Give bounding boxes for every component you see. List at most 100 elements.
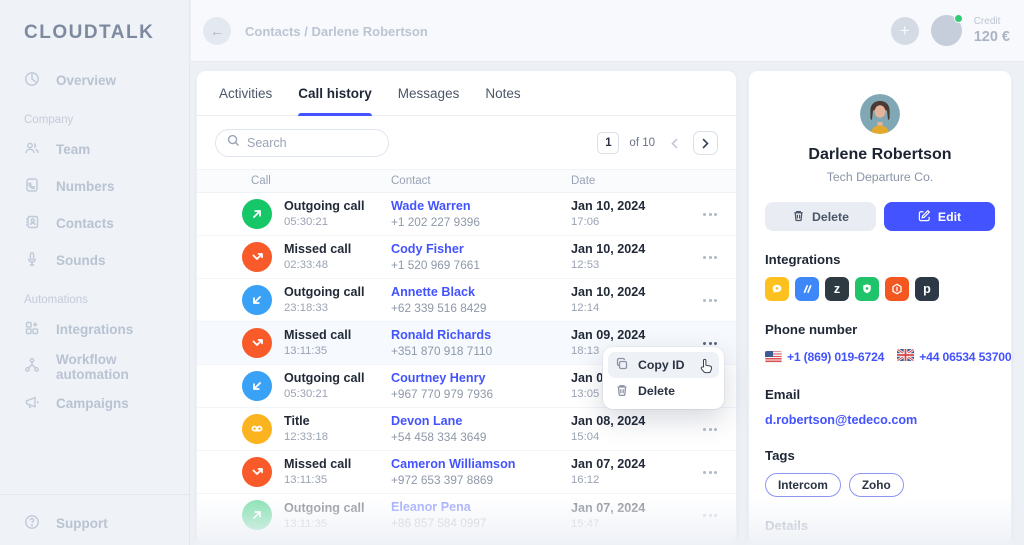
button-label: Edit: [937, 209, 962, 224]
phone-link-us[interactable]: +1 (869) 019-6724: [765, 350, 884, 364]
sidebar-item-campaigns[interactable]: Campaigns: [24, 385, 189, 422]
row-menu-button[interactable]: [703, 467, 717, 478]
copy-icon: [615, 357, 629, 374]
sidebar-item-numbers[interactable]: Numbers: [24, 168, 189, 205]
workflow-icon: [24, 357, 40, 376]
call-time: 16:12: [571, 474, 600, 487]
contact-phone: +972 653 397 8869: [391, 472, 494, 487]
sidebar-item-sounds[interactable]: Sounds: [24, 242, 189, 279]
sidebar-item-label: Workflow automation: [56, 351, 129, 382]
call-time: 12:53: [571, 259, 600, 272]
table-row[interactable]: Outgoing call 05:30:21 Wade Warren +1 202 …: [197, 193, 736, 236]
call-type: Missed call: [284, 242, 352, 257]
email-title: Email: [765, 387, 801, 402]
team-icon: [24, 140, 40, 159]
add-button[interactable]: +: [890, 16, 919, 45]
table-row[interactable]: Missed call 13:11:35 Ronald Richards +351 …: [197, 322, 736, 365]
context-menu-delete[interactable]: Delete: [608, 378, 719, 404]
sidebar-item-team[interactable]: Team: [24, 131, 189, 168]
call-type: Missed call: [284, 328, 352, 343]
missed-call-icon: [242, 327, 272, 358]
row-menu-button[interactable]: [703, 338, 717, 349]
tag-zoho[interactable]: Zoho: [848, 473, 904, 497]
row-menu-button[interactable]: [703, 252, 717, 263]
sidebar-item-label: Sounds: [56, 253, 106, 268]
contact-link[interactable]: Wade Warren: [391, 198, 471, 213]
call-type: Outgoing call: [284, 371, 365, 386]
contact-name: Darlene Robertson: [808, 146, 952, 163]
row-menu-button[interactable]: [703, 295, 717, 306]
tab-activities[interactable]: Activities: [219, 85, 273, 101]
sidebar-item-support[interactable]: Support: [24, 505, 108, 542]
sidebar-item-workflow-automation[interactable]: Workflow automation: [24, 348, 189, 385]
sidebar-item-label: Numbers: [56, 179, 115, 194]
sidebar: CLOUDTALK Overview Company Team Numbers …: [0, 0, 190, 545]
row-menu-button[interactable]: [703, 424, 717, 435]
contact-link[interactable]: Cameron Williamson: [391, 456, 516, 471]
missed-call-icon: [242, 241, 272, 272]
tab-notes[interactable]: Notes: [485, 85, 521, 101]
table-row[interactable]: Title 12:33:18 Devon Lane +54 458 334 3649…: [197, 408, 736, 451]
row-menu-button[interactable]: [703, 209, 717, 220]
helpdesk-integration-icon[interactable]: [795, 277, 819, 301]
table-row[interactable]: Missed call 13:11:35 Cameron Williamson +9…: [197, 451, 736, 494]
livechat-integration-icon[interactable]: [765, 277, 789, 301]
us-flag-icon: [765, 351, 782, 363]
contact-phone: +86 857 584 0997: [391, 516, 487, 531]
arrow-left-icon: ←: [210, 23, 224, 39]
megaphone-icon: [24, 394, 40, 413]
table-row[interactable]: Outgoing call 05:30:21 Courtney Henry +967…: [197, 365, 736, 408]
phone-number-title: Phone number: [765, 322, 858, 337]
magento-integration-icon[interactable]: [885, 277, 909, 301]
sidebar-item-label: Integrations: [56, 322, 134, 337]
sidebar-item-label: Team: [56, 142, 91, 157]
contact-link[interactable]: Ronald Richards: [391, 327, 492, 342]
contact-link[interactable]: Devon Lane: [391, 413, 463, 428]
contact-link[interactable]: Courtney Henry: [391, 370, 486, 385]
next-page-button[interactable]: [693, 131, 718, 155]
contact-link[interactable]: Eleanor Pena: [391, 500, 471, 515]
sidebar-item-contacts[interactable]: Contacts: [24, 205, 189, 242]
zendesk-integration-icon[interactable]: z: [825, 277, 849, 301]
search-input[interactable]: [247, 136, 367, 150]
help-icon: [24, 514, 40, 533]
trash-icon: [792, 209, 805, 225]
sidebar-item-integrations[interactable]: Integrations: [24, 311, 189, 348]
phone-link-uk[interactable]: +44 06534 537009: [896, 347, 1011, 366]
email-link[interactable]: d.robertson@tedeco.com: [765, 413, 918, 427]
tab-call-history[interactable]: Call history: [298, 71, 372, 116]
mouse-cursor-hand: [697, 357, 715, 380]
call-date: Jan 10, 2024: [571, 242, 646, 257]
call-time: 13:05: [571, 388, 600, 401]
contact-phone: +1 520 969 7661: [391, 257, 480, 272]
contact-link[interactable]: Annette Black: [391, 284, 475, 299]
call-duration: 05:30:21: [284, 388, 328, 401]
pagination: 1 of 10: [597, 131, 718, 155]
integrations-icon: [24, 320, 40, 339]
contact-link[interactable]: Cody Fisher: [391, 241, 464, 256]
delete-contact-button[interactable]: Delete: [765, 202, 876, 231]
tag-intercom[interactable]: Intercom: [765, 473, 841, 497]
user-avatar[interactable]: [930, 14, 963, 46]
pipedrive-integration-icon[interactable]: p: [915, 277, 939, 301]
table-row[interactable]: Outgoing call 23:18:33 Annette Black +62 3…: [197, 279, 736, 322]
tab-messages[interactable]: Messages: [397, 85, 460, 101]
search-box[interactable]: [215, 129, 389, 157]
page-number[interactable]: 1: [597, 132, 620, 154]
table-row[interactable]: Missed call 02:33:48 Cody Fisher +1 520 96…: [197, 236, 736, 279]
back-button[interactable]: ←: [203, 17, 231, 45]
edit-contact-button[interactable]: Edit: [884, 202, 995, 231]
call-type: Outgoing call: [284, 199, 365, 214]
prev-page-button[interactable]: [665, 131, 683, 155]
missed-call-icon: [242, 456, 272, 487]
call-date: Jan 08, 2024: [571, 414, 646, 429]
table-header: Call Contact Date: [197, 169, 736, 193]
sidebar-item-label: Support: [56, 516, 108, 531]
sidebar-item-overview[interactable]: Overview: [24, 62, 189, 99]
row-menu-button[interactable]: [703, 510, 717, 521]
credit-block: Credit 120 €: [974, 16, 1010, 45]
search-icon: [227, 134, 240, 152]
shop-integration-icon[interactable]: [855, 277, 879, 301]
table-row[interactable]: Outgoing call 13:11:35 Eleanor Pena +86 85…: [197, 494, 736, 537]
context-menu-copy-id[interactable]: Copy ID: [608, 352, 719, 378]
